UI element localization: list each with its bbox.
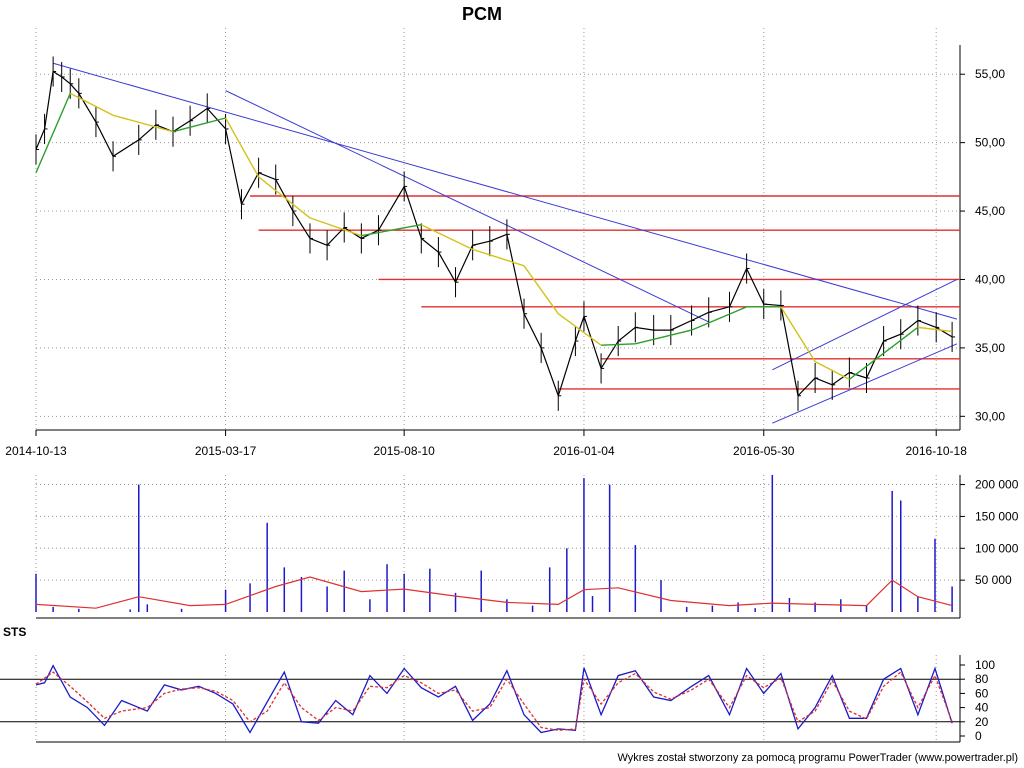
date-tick-label-4: 2016-05-30 bbox=[733, 444, 795, 458]
sts-tick-label-3: 60 bbox=[975, 686, 989, 700]
ma-segment-2 bbox=[69, 92, 114, 116]
volume-grid bbox=[36, 475, 961, 619]
ma-segment-1 bbox=[35, 93, 71, 174]
price-tick-label-5: 55,00 bbox=[975, 67, 1005, 81]
price-tick-label-2: 40,00 bbox=[975, 272, 1005, 286]
price-axis: 30,00 35,00 40,00 45,00 50,00 55,00 bbox=[960, 67, 1005, 423]
price-series bbox=[35, 56, 956, 411]
date-tick-label-2: 2015-08-10 bbox=[373, 444, 435, 458]
price-close-line bbox=[35, 70, 953, 398]
sts-k-line bbox=[35, 664, 953, 734]
ma-segment-6 bbox=[258, 176, 311, 219]
ma-segment-14 bbox=[635, 329, 692, 345]
sts-lines bbox=[35, 664, 953, 734]
volume-tick-label-1: 100 000 bbox=[975, 541, 1019, 555]
chart-title: PCM bbox=[462, 4, 502, 24]
volume-panel: 50 000 100 000 150 000 200 000 bbox=[35, 475, 1019, 619]
date-tick-label-5: 2016-10-18 bbox=[906, 444, 968, 458]
ma-segment-3 bbox=[112, 114, 174, 133]
volume-bars bbox=[35, 475, 953, 612]
ma-segment-15 bbox=[691, 306, 747, 331]
ma-segment-17 bbox=[780, 306, 816, 362]
price-tick-label-1: 35,00 bbox=[975, 341, 1005, 355]
trendline-0 bbox=[52, 62, 958, 320]
date-tick-label-3: 2016-01-04 bbox=[553, 444, 615, 458]
volume-average-line bbox=[35, 576, 953, 609]
price-grid bbox=[35, 28, 961, 742]
volume-tick-label-2: 150 000 bbox=[975, 509, 1019, 523]
price-tick-label-3: 45,00 bbox=[975, 204, 1005, 218]
price-tick-label-4: 50,00 bbox=[975, 136, 1005, 150]
ma-segment-12 bbox=[557, 313, 602, 346]
ma-segment-7 bbox=[309, 217, 362, 237]
sts-tick-label-2: 40 bbox=[975, 701, 989, 715]
ma-segment-13 bbox=[601, 343, 636, 346]
price-panel: 30,00 35,00 40,00 45,00 50,00 55,00 2014-10-1… bbox=[5, 28, 1005, 742]
trendline-2 bbox=[772, 343, 958, 424]
sts-tick-label-1: 20 bbox=[975, 715, 989, 729]
trendlines bbox=[52, 62, 958, 424]
ma-segment-5 bbox=[224, 117, 260, 178]
sts-grid bbox=[0, 655, 961, 743]
ma-segment-21 bbox=[917, 326, 953, 333]
ma-segment-10 bbox=[472, 248, 525, 267]
ma-segment-20 bbox=[883, 326, 919, 354]
sts-tick-label-0: 0 bbox=[975, 729, 982, 743]
sts-label: STS bbox=[3, 625, 26, 639]
price-tick-label-0: 30,00 bbox=[975, 409, 1005, 423]
date-tick-label-0: 2014-10-13 bbox=[5, 444, 67, 458]
ma-segment-19 bbox=[848, 352, 885, 380]
support-resistance-lines bbox=[250, 195, 960, 390]
ma-segment-11 bbox=[523, 265, 559, 315]
sts-d-line bbox=[35, 671, 953, 731]
ma-segment-9 bbox=[420, 224, 473, 250]
volume-tick-label-3: 200 000 bbox=[975, 478, 1019, 492]
date-axis: 2014-10-13 2015-03-17 2015-08-10 2016-01-04… bbox=[5, 430, 967, 458]
footer-credit: Wykres został stworzony za pomocą progra… bbox=[617, 752, 1018, 764]
volume-axis: 50 000 100 000 150 000 200 000 bbox=[960, 478, 1019, 587]
sts-tick-label-5: 100 bbox=[975, 658, 995, 672]
volume-tick-label-0: 50 000 bbox=[975, 573, 1012, 587]
trendline-1 bbox=[225, 90, 709, 323]
date-tick-label-1: 2015-03-17 bbox=[195, 444, 257, 458]
moving-average bbox=[35, 92, 953, 380]
volume-average bbox=[35, 576, 953, 609]
ma-segment-8 bbox=[361, 224, 422, 237]
trendline-3 bbox=[772, 279, 958, 371]
sts-tick-label-4: 80 bbox=[975, 672, 989, 686]
ma-segment-4 bbox=[172, 117, 226, 133]
ma-segment-18 bbox=[814, 360, 850, 380]
